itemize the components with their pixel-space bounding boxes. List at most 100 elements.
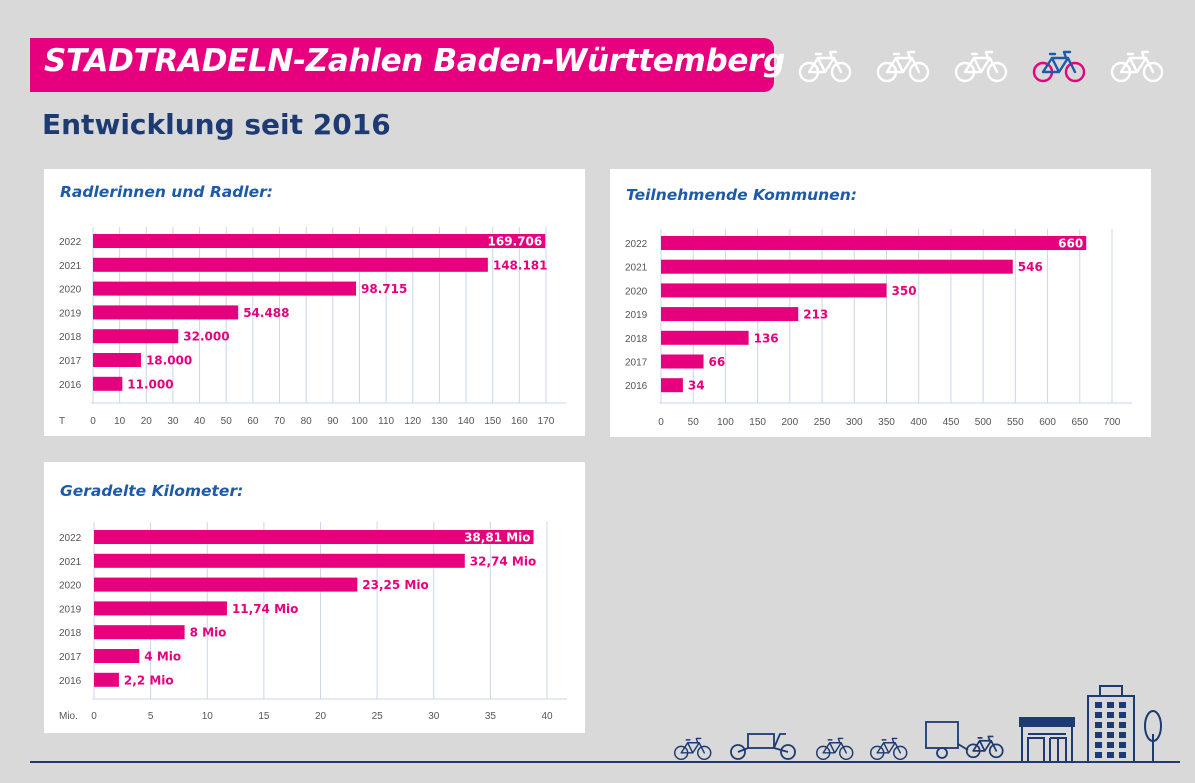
bicycle-icon — [816, 737, 854, 761]
category-label: 2018 — [625, 334, 648, 345]
tick-label: 650 — [1071, 417, 1088, 428]
footer-icon-strip — [674, 685, 1162, 763]
header-bicycle-icons — [798, 50, 1164, 83]
bar — [93, 257, 488, 272]
tick-label: 20 — [141, 416, 153, 427]
tick-label: 120 — [404, 416, 421, 427]
tick-label: 40 — [194, 416, 206, 427]
tick-label: 20 — [315, 711, 327, 722]
bar — [93, 329, 179, 344]
tick-label: 170 — [538, 416, 555, 427]
tick-label: 25 — [372, 711, 384, 722]
tree-icon — [1144, 710, 1162, 762]
tick-label: 35 — [485, 711, 497, 722]
data-label: 546 — [1018, 260, 1043, 274]
bar — [661, 283, 887, 298]
tick-label: 100 — [351, 416, 368, 427]
tick-label: 450 — [943, 417, 960, 428]
tick-label: 110 — [378, 416, 394, 427]
data-label: 54.488 — [243, 306, 289, 320]
tick-label: 200 — [782, 417, 799, 428]
bar — [661, 378, 683, 393]
tick-label: 700 — [1104, 417, 1121, 428]
chart-title-radler: Radlerinnen und Radler: — [60, 183, 274, 201]
data-label: 66 — [709, 355, 726, 369]
category-label: 2017 — [59, 356, 82, 367]
office-building-icon — [1087, 685, 1135, 763]
data-label: 136 — [754, 331, 779, 345]
bicycle-icon — [674, 737, 712, 761]
chart-card-radler: Radlerinnen und Radler: 0 10 20 30 40 50 60 70 8… — [44, 169, 585, 436]
chart-card-kilometer: Geradelte Kilometer: 0 5 10 15 20 25 30 35 40 Mio… — [44, 462, 585, 733]
data-label: 32.000 — [183, 330, 229, 344]
category-label: 2022 — [59, 533, 82, 544]
page-title: STADTRADELN-Zahlen Baden-Württemberg — [44, 43, 785, 79]
bike-trailer-icon — [925, 721, 1004, 759]
data-label: 34 — [688, 379, 705, 393]
data-label: 18.000 — [146, 354, 192, 368]
bar — [93, 305, 239, 320]
category-label: 2016 — [625, 381, 648, 392]
tick-label: 30 — [167, 416, 179, 427]
footer-line — [30, 761, 1180, 763]
data-label: 8 Mio — [190, 626, 227, 640]
tick-label: 10 — [114, 416, 126, 427]
data-label: 11.000 — [127, 377, 173, 391]
bicycle-icon — [954, 50, 1008, 83]
data-label: 38,81 Mio — [464, 531, 530, 545]
category-label: 2016 — [59, 380, 82, 391]
chart-kommunen: 0 50 100 150 200 250 300 350 400 450 500 550 600 650 7… — [625, 229, 1132, 428]
cargo-bike-icon — [730, 733, 796, 760]
bar — [94, 601, 227, 616]
bar — [93, 376, 123, 391]
unit-label: Mio. — [59, 711, 78, 722]
category-label: 2019 — [625, 310, 648, 321]
data-label: 4 Mio — [144, 650, 181, 664]
tick-label: 160 — [511, 416, 528, 427]
category-label: 2016 — [59, 676, 82, 687]
bicycle-icon — [876, 50, 930, 83]
bicycle-icon — [1032, 50, 1086, 83]
data-label: 23,25 Mio — [362, 578, 428, 592]
chart-title-kommunen: Teilnehmende Kommunen: — [626, 186, 857, 204]
data-label: 98.715 — [361, 282, 407, 296]
bar — [661, 236, 1087, 250]
tick-label: 600 — [1039, 417, 1056, 428]
bar — [93, 353, 141, 367]
tick-label: 0 — [90, 416, 96, 427]
category-label: 2018 — [59, 332, 82, 343]
tick-label: 300 — [846, 417, 863, 428]
tick-label: 50 — [688, 417, 700, 428]
category-label: 2022 — [625, 239, 648, 250]
bar — [94, 672, 119, 687]
tick-label: 150 — [484, 416, 501, 427]
data-label: 660 — [1058, 237, 1083, 251]
category-label: 2019 — [59, 604, 82, 615]
bar — [94, 649, 140, 663]
shop-building-icon — [1019, 717, 1075, 763]
tick-label: 0 — [658, 417, 664, 428]
bicycle-icon — [965, 735, 1004, 759]
bar — [94, 530, 534, 544]
page-subtitle: Entwicklung seit 2016 — [42, 108, 391, 141]
tick-label: 80 — [301, 416, 313, 427]
tick-label: 550 — [1007, 417, 1024, 428]
tick-label: 350 — [878, 417, 895, 428]
tick-label: 10 — [202, 711, 214, 722]
tick-label: 150 — [749, 417, 766, 428]
category-label: 2021 — [59, 261, 82, 272]
bar — [94, 625, 185, 640]
chart-card-kommunen: Teilnehmende Kommunen: 0 50 100 150 200 250 30… — [610, 169, 1151, 437]
bar — [661, 259, 1013, 274]
category-label: 2021 — [625, 263, 648, 274]
data-label: 32,74 Mio — [470, 554, 536, 568]
chart-title-kilometer: Geradelte Kilometer: — [60, 482, 244, 500]
tick-label: 50 — [221, 416, 233, 427]
tick-label: 250 — [814, 417, 831, 428]
bar — [94, 577, 358, 592]
category-label: 2020 — [59, 581, 82, 592]
tick-label: 0 — [91, 711, 97, 722]
bar — [94, 553, 465, 568]
bicycle-icon — [870, 737, 908, 761]
category-label: 2021 — [59, 557, 82, 568]
